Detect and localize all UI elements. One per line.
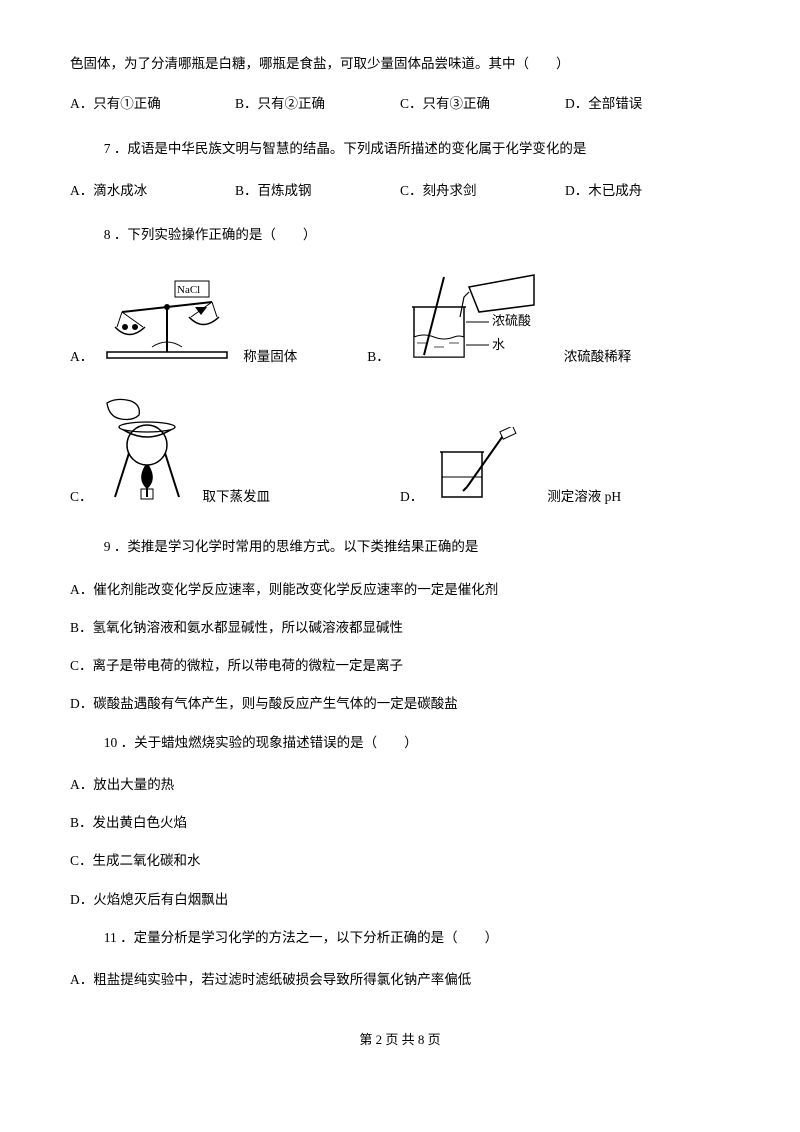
q10-opt-a: A．放出大量的热 — [70, 775, 730, 795]
q9-opt-d: D．碳酸盐遇酸有气体产生，则与酸反应产生气体的一定是碳酸盐 — [70, 694, 730, 714]
q8-c-prefix: C． — [70, 487, 93, 507]
q10-stem: 10 ．关于蜡烛燃烧实验的现象描述错误的是（ ） — [70, 733, 730, 753]
page-footer: 第 2 页 共 8 页 — [70, 1030, 730, 1050]
q9-opt-c: C．离子是带电荷的微粒，所以带电荷的微粒一定是离子 — [70, 656, 730, 676]
q6-opt-b: B．只有②正确 — [235, 94, 400, 114]
q11-opt-a: A．粗盐提纯实验中，若过滤时滤纸破损会导致所得氯化钠产率偏低 — [70, 970, 730, 990]
q6-opt-a: A．只有①正确 — [70, 94, 235, 114]
q10-opt-b: B．发出黄白色火焰 — [70, 813, 730, 833]
q6-opt-c: C．只有③正确 — [400, 94, 565, 114]
q8-fig-a: A． NaCl — [70, 277, 297, 367]
q8-d-caption: 测定溶液 pH — [547, 487, 621, 507]
q8-c-caption: 取下蒸发皿 — [203, 487, 271, 507]
q7-opt-a: A．滴水成冰 — [70, 181, 235, 201]
q7-opt-d: D．木已成舟 — [565, 181, 730, 201]
q8-a-prefix: A． — [70, 347, 93, 367]
evaporating-dish-icon — [97, 397, 197, 507]
dilute-acid-icon: 浓硫酸 水 — [394, 267, 544, 367]
balance-scale-icon: NaCl — [97, 277, 237, 367]
q8-fig-c: C． 取下蒸发皿 — [70, 397, 270, 507]
q8-b-caption: 浓硫酸稀释 — [564, 347, 632, 367]
q9-opt-b: B．氢氧化钠溶液和氨水都显碱性，所以碱溶液都显碱性 — [70, 618, 730, 638]
q8-b-prefix: B． — [367, 347, 390, 367]
q8-row1: A． NaCl — [70, 267, 730, 367]
q8-fig-b: B． 浓硫酸 水 浓硫酸稀释 — [367, 267, 631, 367]
q7-opt-c: C．刻舟求剑 — [400, 181, 565, 201]
q7-opt-b: B．百炼成钢 — [235, 181, 400, 201]
q9-stem: 9 ．类推是学习化学时常用的思维方式。以下类推结果正确的是 — [70, 537, 730, 557]
q7-options: A．滴水成冰 B．百炼成钢 C．刻舟求剑 D．木已成舟 — [70, 181, 730, 201]
ph-test-icon — [427, 427, 527, 507]
q8-stem: 8 ．下列实验操作正确的是（ ） — [70, 225, 730, 245]
q8-row2: C． 取下蒸发皿 D． — [70, 397, 730, 507]
q8-d-prefix: D． — [400, 487, 423, 507]
nacl-label: NaCl — [177, 284, 200, 296]
q10-opt-d: D．火焰熄灭后有白烟飘出 — [70, 890, 730, 910]
q8-a-caption: 称量固体 — [243, 347, 297, 367]
q6-opt-d: D．全部错误 — [565, 94, 730, 114]
q7-stem: 7 ．成语是中华民族文明与智慧的结晶。下列成语所描述的变化属于化学变化的是 — [70, 139, 730, 159]
q10-opt-c: C．生成二氧化碳和水 — [70, 851, 730, 871]
acid-label: 浓硫酸 — [492, 313, 531, 328]
page: 色固体，为了分清哪瓶是白糖，哪瓶是食盐，可取少量固体品尝味道。其中（ ） A．只… — [0, 0, 800, 1090]
q6-tail: 色固体，为了分清哪瓶是白糖，哪瓶是食盐，可取少量固体品尝味道。其中（ ） — [70, 54, 730, 74]
q8-fig-d: D． 测定溶液 pH — [400, 427, 621, 507]
q9-opt-a: A．催化剂能改变化学反应速率，则能改变化学反应速率的一定是催化剂 — [70, 580, 730, 600]
q11-stem: 11 ．定量分析是学习化学的方法之一，以下分析正确的是（ ） — [70, 928, 730, 948]
q6-options: A．只有①正确 B．只有②正确 C．只有③正确 D．全部错误 — [70, 94, 730, 114]
water-label: 水 — [492, 337, 505, 352]
